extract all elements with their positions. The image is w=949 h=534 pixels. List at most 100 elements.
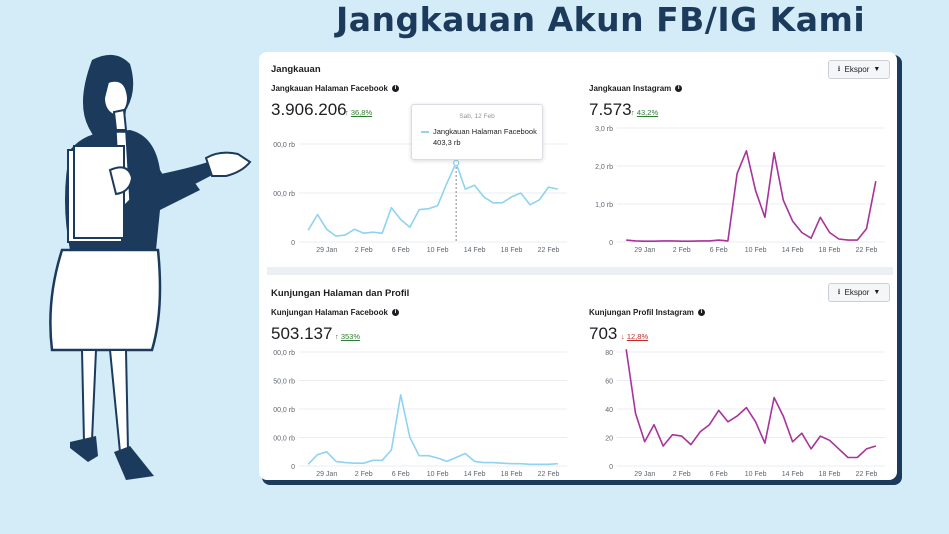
x-tick-label: 29 Jan [316,247,337,254]
y-tick-label: 0 [291,240,295,247]
x-tick-label: 18 Feb [501,247,523,254]
x-tick-label: 6 Feb [392,471,410,478]
page-title: Jangkauan Akun FB/IG Kami [336,0,866,39]
panel-label: Jangkauan Instagram [589,84,672,93]
panel-instagram-visits: Kunjungan Profil Instagram i 703 ↓ 12,8%… [589,308,889,478]
panel-instagram-reach: Jangkauan Instagram i 7.573 ↑ 43,2% 0 1,0… [589,84,889,254]
tooltip-swatch [421,131,429,133]
x-tick-label: 6 Feb [710,471,728,478]
export-button-visits[interactable]: ⭳ Ekspor ▼ [828,283,890,302]
x-tick-label: 2 Feb [673,471,691,478]
section-title-visits: Kunjungan Halaman dan Profil [271,288,410,299]
x-tick-label: 29 Jan [634,247,655,254]
dashboard-card: Jangkauan ⭳ Ekspor ▼ Kunjungan Halaman d… [259,52,897,480]
download-icon: ⭳ [837,286,841,296]
x-tick-label: 14 Feb [464,471,486,478]
caret-down-icon: ▼ [873,289,881,296]
export-button-reach[interactable]: ⭳ Ekspor ▼ [828,60,890,79]
panel-value: 7.573 [589,100,632,119]
x-tick-label: 14 Feb [464,247,486,254]
series-line [307,393,558,466]
y-tick-label: 1,0 rb [595,202,613,209]
info-icon[interactable]: i [391,309,399,316]
y-tick-label: 3,0 rb [595,126,613,133]
download-icon: ⭳ [837,63,841,73]
section-title-reach: Jangkauan [271,64,321,75]
panel-label: Jangkauan Halaman Facebook [271,84,388,93]
tooltip-value: 403,3 rb [433,138,461,147]
info-icon[interactable]: i [675,85,683,92]
export-label: Ekspor [844,288,870,297]
x-tick-label: 2 Feb [673,247,691,254]
x-tick-label: 10 Feb [745,471,767,478]
chart-tooltip: Sab, 12 Feb Jangkauan Halaman Facebook 4… [411,104,543,160]
series-line [626,149,877,242]
x-tick-label: 6 Feb [710,247,728,254]
y-tick-label: 00,0 rb [273,191,295,198]
panel-value: 703 [589,324,618,343]
panel-change: ↑ 36,8% [345,108,372,117]
y-tick-label: 20 [605,436,613,443]
x-tick-label: 10 Feb [427,247,449,254]
change-percent[interactable]: 36,8% [350,108,373,117]
tooltip-series: Jangkauan Halaman Facebook [433,127,537,136]
series-line [307,162,558,237]
chart-facebook-reach: 0 00,0 rb 00,0 rb 29 Jan 2 Feb 6 Feb 10 Feb 14 … [273,142,567,254]
panel-label-wrap: Kunjungan Profil Instagram i [589,308,705,317]
series-line [625,349,877,459]
panel-change: ↑ 43,2% [631,108,658,117]
x-tick-label: 18 Feb [501,471,523,478]
change-percent[interactable]: 43,2% [636,108,659,117]
y-tick-label: 00,0 rb [273,142,295,149]
panel-facebook-visits: Kunjungan Halaman Facebook i 503.137 ↑ 3… [271,308,571,478]
info-icon[interactable]: i [391,85,399,92]
y-tick-label: 00,0 rb [273,436,295,443]
x-tick-label: 29 Jan [634,471,655,478]
panel-label-wrap: Kunjungan Halaman Facebook i [271,308,399,317]
arrow-down-icon: ↓ [621,332,625,341]
chart-instagram-visits: 0 20 40 60 80 29 Jan 2 Feb 6 Feb 10 Feb 14 Feb 18 … [605,349,885,478]
x-tick-label: 22 Feb [538,471,560,478]
x-tick-label: 10 Feb [427,471,449,478]
caret-down-icon: ▼ [873,66,881,73]
info-icon[interactable]: i [697,309,705,316]
change-percent[interactable]: 353% [340,332,361,341]
x-tick-label: 10 Feb [745,247,767,254]
x-tick-label: 14 Feb [782,471,804,478]
y-tick-label: 0 [609,240,613,247]
x-tick-label: 14 Feb [782,247,804,254]
panel-facebook-reach: Jangkauan Halaman Facebook i 3.906.206 ↑… [271,84,571,254]
y-tick-label: 00,0 rb [273,350,295,357]
y-tick-label: 2,0 rb [595,164,613,171]
y-tick-label: 0 [291,464,295,471]
x-tick-label: 6 Feb [392,247,410,254]
x-tick-label: 2 Feb [355,471,373,478]
y-tick-label: 40 [605,407,613,414]
x-tick-label: 18 Feb [819,247,841,254]
change-percent[interactable]: 12,8% [626,332,649,341]
panel-change: ↑ 353% [335,332,360,341]
panel-label-wrap: Jangkauan Halaman Facebook i [271,84,399,93]
panel-label: Kunjungan Halaman Facebook [271,308,388,317]
x-tick-label: 22 Feb [538,247,560,254]
y-tick-label: 60 [605,379,613,386]
y-tick-label: 80 [605,350,613,357]
arrow-up-icon: ↑ [345,108,349,117]
presenter-illustration [49,54,252,480]
section-divider [267,267,893,275]
x-tick-label: 2 Feb [355,247,373,254]
chart-facebook-visits: 0 00,0 rb 00,0 rb 50,0 rb 00,0 rb 29 Jan 2 Feb… [273,350,567,478]
y-tick-label: 0 [609,464,613,471]
panel-label: Kunjungan Profil Instagram [589,308,694,317]
panel-label-wrap: Jangkauan Instagram i [589,84,683,93]
tooltip-date: Sab, 12 Feb [459,113,495,120]
y-tick-label: 00,0 rb [273,407,295,414]
x-tick-label: 22 Feb [856,471,878,478]
panel-change: ↓ 12,8% [621,332,648,341]
hover-point [452,159,460,167]
arrow-up-icon: ↑ [631,108,635,117]
panel-value: 503.137 [271,324,333,343]
export-label: Ekspor [844,65,870,74]
x-tick-label: 18 Feb [819,471,841,478]
y-tick-label: 50,0 rb [273,379,295,386]
